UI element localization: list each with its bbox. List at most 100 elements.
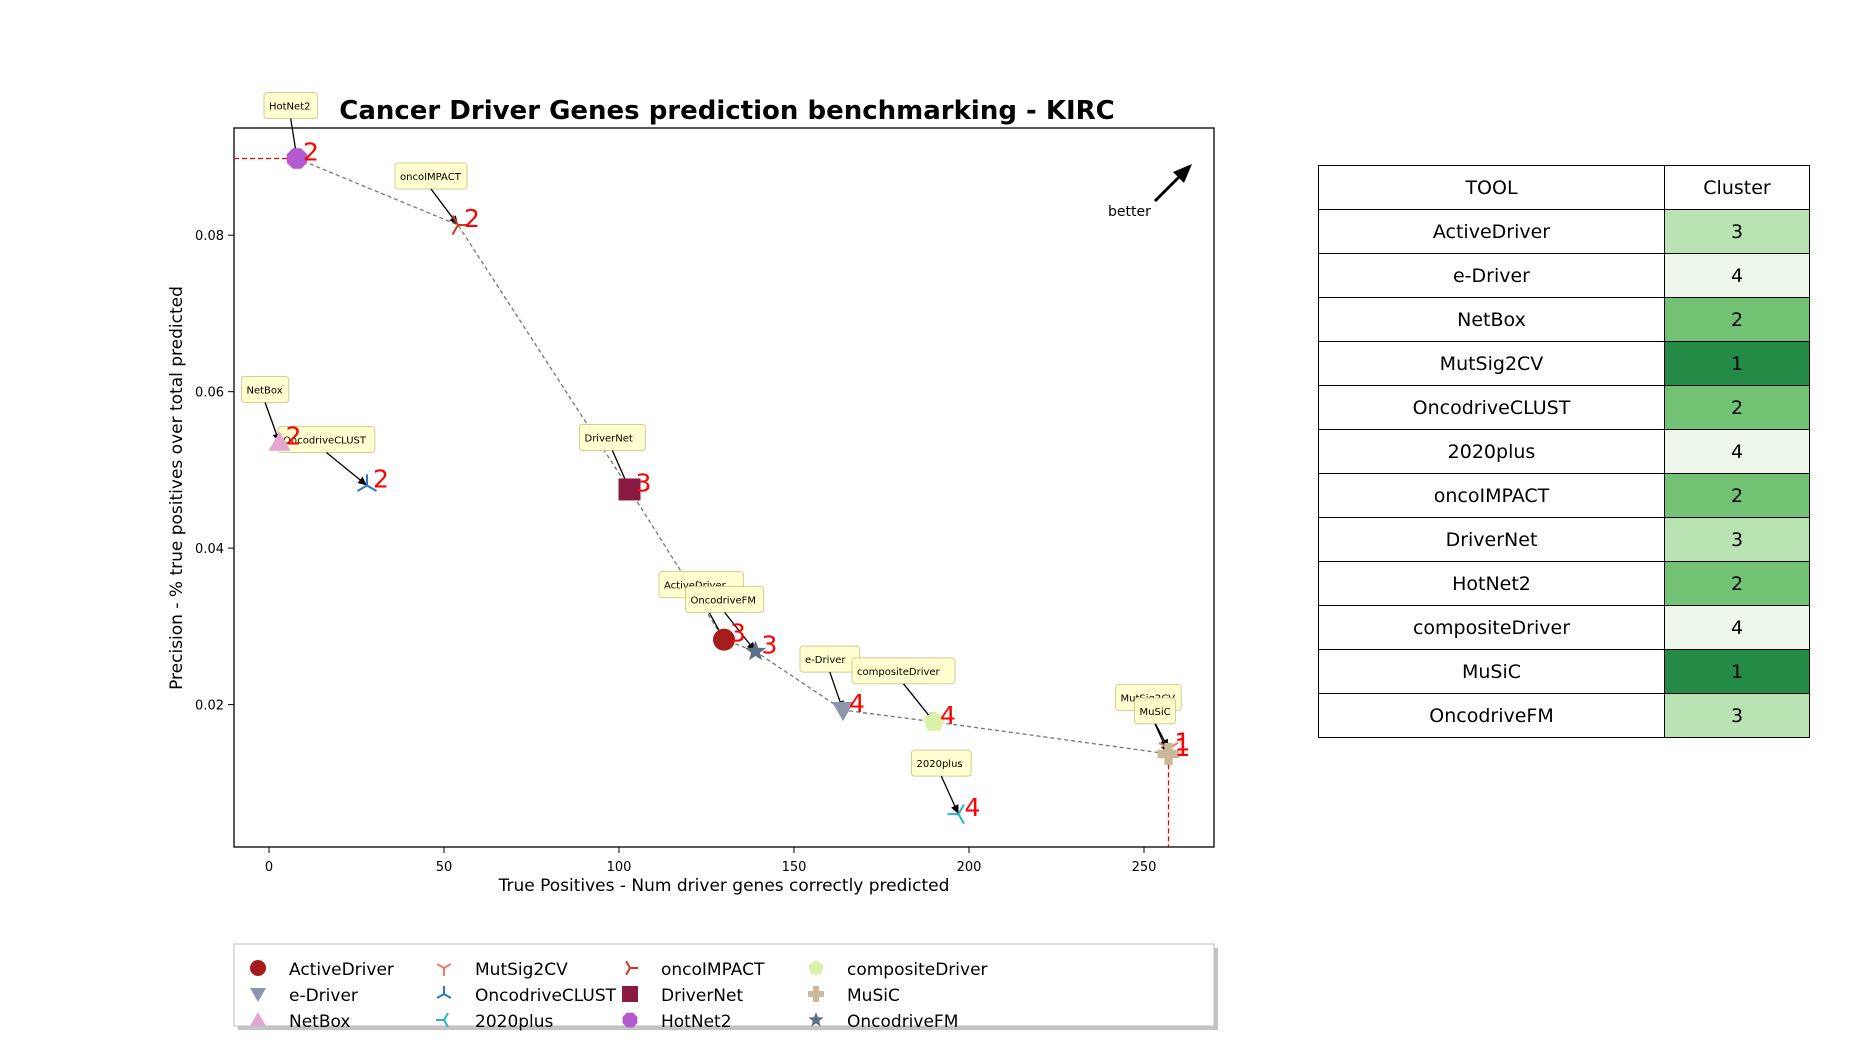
y-tick-label: 0.02 — [195, 699, 224, 714]
table-row: e-Driver 4 — [1318, 253, 1810, 298]
point-oncodrivefm — [745, 640, 766, 661]
annotation-arrow — [829, 671, 843, 707]
legend-label: OncodriveCLUST — [475, 986, 617, 1006]
table-row: 2020plus 4 — [1318, 429, 1810, 474]
cluster-label: 2 — [464, 204, 480, 233]
annotation-label: OncodriveFM — [691, 595, 757, 606]
annotation-arrow — [325, 452, 365, 484]
legend-marker — [808, 1012, 824, 1027]
tool-cell: DriverNet — [1318, 517, 1665, 562]
x-tick-label: 0 — [265, 860, 273, 875]
cluster-labels: 3 4 2 1 2 4 2 3 2 4 1 3 — [286, 138, 1191, 823]
cluster-cell: 2 — [1664, 385, 1810, 430]
cluster-label: 3 — [730, 619, 746, 648]
legend-marker — [625, 960, 638, 976]
point-activedriver — [713, 628, 735, 651]
annotation-arrowhead — [951, 804, 959, 815]
annotation-label: NetBox — [247, 386, 283, 397]
point-compositedriver — [923, 710, 945, 731]
annotation-label: 2020plus — [917, 759, 963, 770]
point-netbox — [268, 431, 291, 451]
legend-label: 2020plus — [475, 1012, 554, 1032]
cluster-label: 3 — [636, 468, 652, 497]
annotation-oncoimpact: oncoIMPACT — [394, 162, 468, 226]
legend-label: oncoIMPACT — [661, 960, 765, 980]
legend-label: e-Driver — [289, 986, 358, 1006]
cluster-cell: 2 — [1664, 473, 1810, 518]
annotation-music: MuSiC — [1134, 697, 1176, 754]
point-2020plus — [947, 804, 965, 825]
legend-label: NetBox — [289, 1012, 350, 1032]
y-tick-label: 0.08 — [195, 229, 224, 244]
y-tick-label: 0.06 — [195, 386, 224, 401]
annotation-label: compositeDriver — [857, 667, 941, 678]
x-axis-label: True Positives - Num driver genes correc… — [498, 876, 950, 896]
legend-item-mutsig2cv: MutSig2CV — [436, 960, 568, 980]
cluster-label: 2 — [303, 138, 319, 167]
y-tick-label: 0.04 — [195, 542, 224, 557]
cluster-cell: 4 — [1664, 429, 1810, 474]
legend-marker — [250, 1012, 266, 1026]
cluster-label: 4 — [940, 701, 956, 730]
annotation-arrow — [430, 188, 457, 223]
table-row: oncoIMPACT 2 — [1318, 473, 1810, 518]
legend-item-e-driver: e-Driver — [250, 986, 358, 1006]
annotation-arrow — [724, 612, 754, 649]
legend-label: OncodriveFM — [847, 1012, 958, 1032]
table-row: OncodriveCLUST 2 — [1318, 385, 1810, 430]
cluster-cell: 2 — [1664, 561, 1810, 606]
tool-cell: HotNet2 — [1318, 561, 1665, 606]
reference-lines — [234, 157, 1170, 847]
pareto-front-polyline — [296, 157, 1169, 755]
legend-label: HotNet2 — [661, 1012, 732, 1032]
legend-marker — [622, 1012, 638, 1028]
axis-ticks: 0 50 100 150 200 250 0.02 0.04 0.06 0.08 — [195, 229, 1156, 875]
legend-label: ActiveDriver — [289, 960, 394, 980]
annotation-label: e-Driver — [805, 655, 846, 666]
legend-box — [233, 943, 1215, 1027]
legend-marker — [808, 986, 824, 1002]
data-points — [268, 148, 1180, 825]
chart-title: Cancer Driver Genes prediction benchmark… — [339, 96, 1115, 126]
y-axis-label: Precision - % true positives over total … — [167, 286, 187, 690]
tool-cell: ActiveDriver — [1318, 209, 1665, 254]
tool-cell: OncodriveFM — [1318, 693, 1665, 738]
cluster-cell: 2 — [1664, 297, 1810, 342]
table-row: compositeDriver 4 — [1318, 605, 1810, 650]
annotation-arrow — [902, 683, 933, 720]
legend-marker — [250, 988, 266, 1002]
legend-item-oncodrivefm: OncodriveFM — [808, 1012, 958, 1032]
tool-cell: 2020plus — [1318, 429, 1665, 474]
annotation-label: DriverNet — [585, 433, 633, 444]
cluster-cell: 3 — [1664, 517, 1810, 562]
annotation-oncodrivefm: OncodriveFM — [685, 585, 765, 652]
tool-cell: MutSig2CV — [1318, 341, 1665, 386]
x-tick-label: 150 — [782, 860, 807, 875]
tool-cell: oncoIMPACT — [1318, 473, 1665, 518]
table-row: OncodriveFM 3 — [1318, 693, 1810, 738]
table-row: NetBox 2 — [1318, 297, 1810, 342]
legend-label: MuSiC — [847, 986, 900, 1006]
legend-marker — [622, 986, 638, 1002]
plot-area — [233, 127, 1215, 848]
cluster-label: 1 — [1175, 727, 1191, 756]
pareto-front-line — [296, 157, 1169, 755]
tool-cell: MuSiC — [1318, 649, 1665, 694]
annotation-label: oncoIMPACT — [400, 172, 462, 183]
point-hotnet2 — [286, 148, 308, 169]
x-tick-label: 250 — [1132, 860, 1157, 875]
annotation-oncodriveclust: OncodriveCLUST — [277, 426, 376, 486]
point-oncoimpact — [451, 214, 470, 236]
cluster-cell: 1 — [1664, 649, 1810, 694]
x-tick-label: 100 — [607, 860, 632, 875]
legend-marker — [808, 960, 824, 975]
tool-cell: OncodriveCLUST — [1318, 385, 1665, 430]
annotation-compositedriver: compositeDriver — [851, 657, 956, 722]
annotation-2020plus: 2020plus — [911, 749, 972, 815]
cluster-label: 1 — [1175, 733, 1191, 762]
annotation-netbox: NetBox — [241, 376, 290, 443]
annotation-arrow — [264, 402, 279, 439]
header-cluster: Cluster — [1664, 165, 1810, 210]
point-drivernet — [618, 478, 641, 501]
